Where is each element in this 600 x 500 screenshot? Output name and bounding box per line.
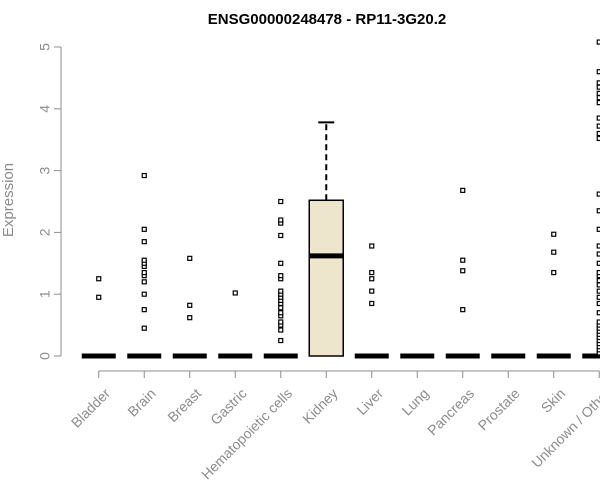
outlier-point — [278, 217, 284, 223]
outlier-point — [596, 115, 600, 121]
outlier-point — [187, 315, 193, 321]
outlier-point — [141, 325, 147, 331]
outlier-point — [369, 288, 375, 294]
outlier-point — [596, 260, 600, 266]
x-tick-label: Kidney — [299, 385, 341, 427]
y-tick-label: 5 — [37, 43, 53, 51]
outlier-point — [278, 273, 284, 279]
outlier-point — [369, 269, 375, 276]
outlier-point — [278, 288, 284, 294]
y-tick-label: 2 — [37, 228, 53, 236]
outlier-point — [596, 310, 600, 316]
outlier-point — [596, 90, 600, 96]
outlier-point — [596, 208, 600, 214]
outlier-point — [596, 80, 600, 86]
outlier-point — [596, 288, 600, 294]
y-tick-label: 3 — [37, 166, 53, 174]
outlier-point — [278, 310, 284, 316]
outlier-point — [369, 276, 375, 282]
y-tick-label: 1 — [37, 290, 53, 298]
outlier-point — [596, 251, 600, 257]
x-tick-label: Prostate — [475, 385, 523, 433]
outlier-point — [596, 243, 600, 249]
x-tick-label: Gastric — [207, 385, 250, 428]
outlier-point — [187, 302, 193, 308]
outlier-point — [278, 305, 284, 311]
outlier-point — [278, 319, 284, 325]
x-tick-label: Hematopoietic cells — [198, 385, 295, 482]
outlier-point — [96, 276, 102, 282]
outlier-point — [141, 239, 147, 245]
outlier-point — [369, 300, 375, 307]
outlier-point — [596, 294, 600, 300]
outlier-point — [596, 191, 600, 197]
y-tick-label: 0 — [37, 352, 53, 360]
outlier-point — [141, 257, 147, 263]
box-group — [582, 39, 600, 359]
outlier-point — [596, 135, 600, 142]
outlier-point — [596, 69, 600, 75]
y-tick-label: 4 — [37, 105, 53, 113]
box-group — [354, 243, 389, 359]
box-group — [445, 187, 480, 359]
y-axis: 0 1 2 3 4 5 — [37, 43, 62, 360]
outlier-point — [551, 249, 557, 255]
outlier-point — [141, 269, 147, 276]
plot-area — [81, 39, 600, 359]
chart-title: ENSG00000248478 - RP11-3G20.2 — [208, 11, 447, 28]
x-tick-label: Skin — [538, 385, 569, 416]
box-group — [127, 172, 162, 359]
box-group — [536, 231, 571, 359]
outlier-point — [278, 232, 284, 239]
x-tick-label: Pancreas — [424, 385, 477, 438]
outlier-point — [596, 39, 600, 45]
outlier-point — [596, 278, 600, 284]
outlier-point — [141, 279, 147, 285]
outlier-point — [187, 255, 193, 261]
outlier-point — [96, 294, 102, 300]
outlier-point — [596, 123, 600, 129]
x-tick-label: Liver — [353, 385, 386, 418]
outlier-point — [596, 100, 600, 106]
y-axis-label: Expression — [0, 163, 17, 237]
outlier-point — [460, 307, 466, 313]
box-group — [172, 255, 207, 359]
x-tick-label: Brain — [124, 385, 158, 419]
outlier-point — [141, 307, 147, 313]
outlier-point — [278, 327, 284, 333]
outlier-point — [278, 260, 284, 266]
x-tick-label: Breast — [164, 385, 204, 425]
outlier-point — [551, 269, 557, 276]
outlier-point — [596, 319, 600, 325]
outlier-point — [596, 269, 600, 276]
x-tick-label: Bladder — [68, 385, 114, 431]
x-tick-label: Lung — [398, 385, 431, 418]
outlier-point — [141, 172, 147, 179]
outlier-point — [551, 231, 557, 237]
outlier-point — [460, 187, 466, 193]
box-rect — [308, 199, 344, 357]
outlier-point — [278, 337, 284, 344]
outlier-point — [596, 300, 600, 307]
outlier-point — [460, 257, 466, 263]
outlier-point — [596, 226, 600, 232]
box-group — [81, 276, 116, 359]
outlier-point — [596, 130, 600, 137]
box-group — [218, 290, 253, 359]
outlier-point — [141, 291, 147, 297]
outlier-point — [460, 268, 466, 274]
outlier-point — [278, 198, 284, 205]
outlier-point — [141, 226, 147, 232]
box-group — [263, 198, 298, 359]
box-group — [308, 121, 344, 357]
outlier-point — [369, 243, 375, 249]
outlier-point — [232, 290, 238, 296]
